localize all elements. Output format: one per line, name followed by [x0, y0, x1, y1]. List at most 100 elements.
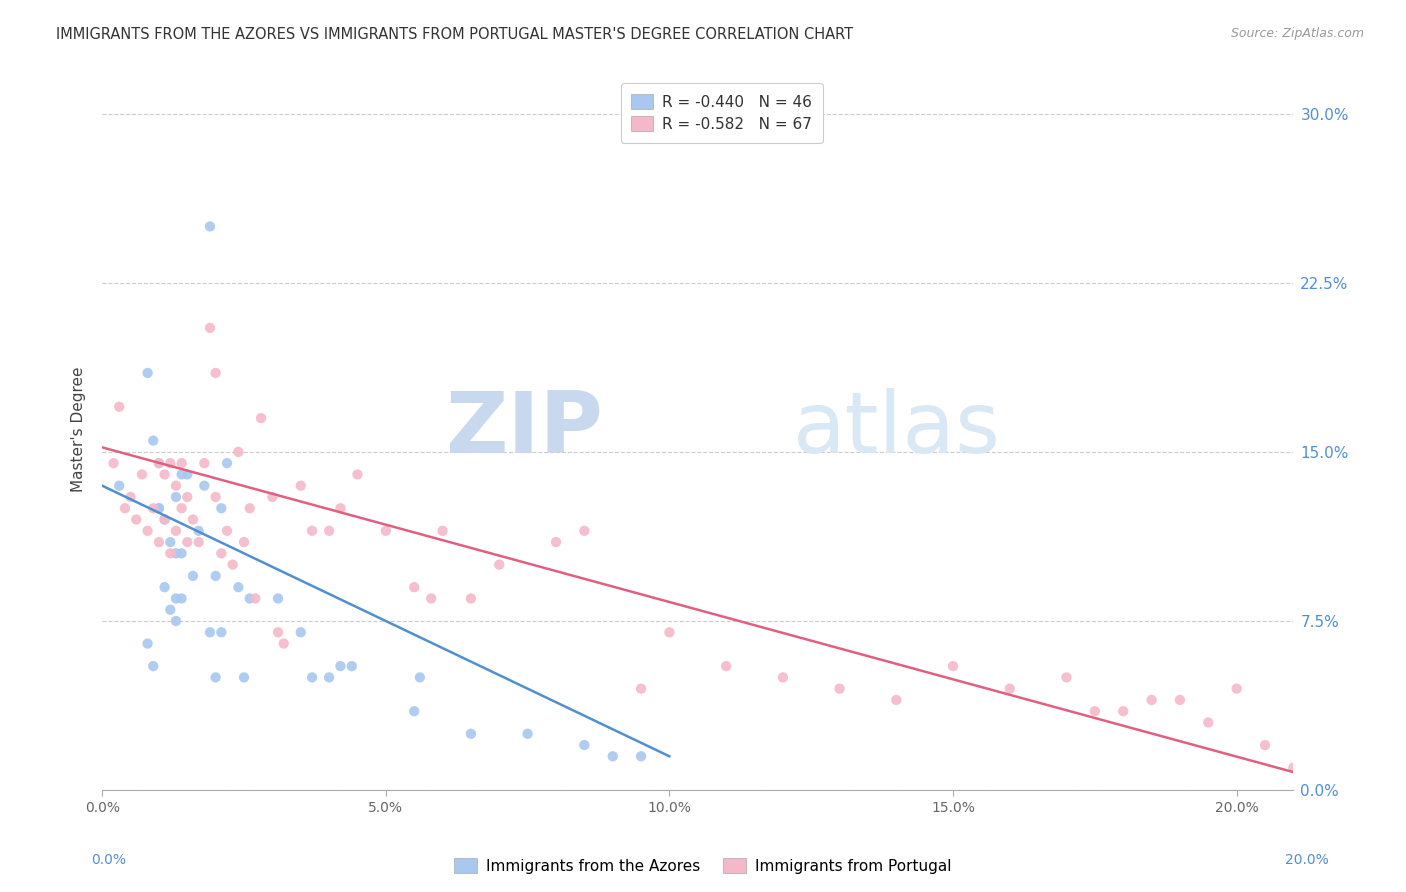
Point [301, 670, 323, 684]
Point [630, 681, 652, 696]
Point [165, 546, 187, 560]
Point [181, 569, 204, 583]
Point [245, 591, 267, 606]
Point [176, 467, 198, 482]
Point [460, 727, 482, 741]
Point [148, 501, 170, 516]
Point [131, 467, 153, 482]
Point [125, 512, 148, 526]
Point [346, 467, 368, 482]
Point [516, 727, 538, 741]
Y-axis label: Master's Degree: Master's Degree [72, 367, 86, 492]
Point [204, 366, 226, 380]
Point [1197, 715, 1219, 730]
Point [209, 501, 232, 516]
Point [204, 490, 226, 504]
Point [942, 659, 965, 673]
Point [602, 749, 624, 764]
Point [318, 524, 340, 538]
Point [204, 569, 226, 583]
Point [204, 670, 226, 684]
Point [153, 580, 176, 594]
Point [165, 490, 187, 504]
Point [159, 546, 181, 560]
Point [228, 445, 250, 459]
Point [329, 659, 352, 673]
Point [108, 400, 131, 414]
Point [233, 535, 256, 549]
Point [318, 670, 340, 684]
Text: IMMIGRANTS FROM THE AZORES VS IMMIGRANTS FROM PORTUGAL MASTER'S DEGREE CORRELATI: IMMIGRANTS FROM THE AZORES VS IMMIGRANTS… [56, 27, 853, 42]
Point [404, 704, 426, 718]
Point [239, 591, 262, 606]
Point [1084, 704, 1107, 718]
Point [165, 524, 187, 538]
Point [714, 659, 737, 673]
Point [153, 512, 176, 526]
Point [209, 546, 232, 560]
Point [1282, 761, 1305, 775]
Point [159, 535, 181, 549]
Point [221, 558, 243, 572]
Point [884, 693, 907, 707]
Point [215, 456, 238, 470]
Point [544, 535, 567, 549]
Point [120, 490, 142, 504]
Point [181, 512, 204, 526]
Point [159, 603, 181, 617]
Point [148, 535, 170, 549]
Point [159, 456, 181, 470]
Point [329, 501, 352, 516]
Point [148, 456, 170, 470]
Point [176, 535, 198, 549]
Point [170, 591, 193, 606]
Point [198, 219, 221, 234]
Point [170, 501, 193, 516]
Point [404, 580, 426, 594]
Point [108, 479, 131, 493]
Point [250, 411, 273, 425]
Point [228, 580, 250, 594]
Point [1056, 670, 1078, 684]
Point [267, 625, 290, 640]
Point [273, 636, 295, 650]
Point [239, 501, 262, 516]
Point [460, 591, 482, 606]
Point [170, 467, 193, 482]
Point [998, 681, 1021, 696]
Point [136, 524, 159, 538]
Text: Source: ZipAtlas.com: Source: ZipAtlas.com [1230, 27, 1364, 40]
Legend: Immigrants from the Azores, Immigrants from Portugal: Immigrants from the Azores, Immigrants f… [449, 852, 957, 880]
Point [1254, 738, 1277, 752]
Point [136, 366, 159, 380]
Text: atlas: atlas [793, 388, 1001, 471]
Point [193, 456, 215, 470]
Point [176, 490, 198, 504]
Point [198, 321, 221, 335]
Legend: R = -0.440   N = 46, R = -0.582   N = 67: R = -0.440 N = 46, R = -0.582 N = 67 [620, 83, 823, 143]
Text: 20.0%: 20.0% [1285, 853, 1329, 867]
Point [165, 614, 187, 628]
Point [1112, 704, 1135, 718]
Point [198, 625, 221, 640]
Point [103, 456, 125, 470]
Point [290, 479, 312, 493]
Point [1140, 693, 1163, 707]
Point [340, 659, 363, 673]
Point [215, 524, 238, 538]
Point [187, 524, 209, 538]
Point [574, 738, 596, 752]
Point [374, 524, 396, 538]
Point [262, 490, 284, 504]
Point [170, 546, 193, 560]
Point [153, 512, 176, 526]
Point [170, 456, 193, 470]
Point [1168, 693, 1191, 707]
Point [193, 479, 215, 493]
Point [142, 659, 165, 673]
Point [114, 501, 136, 516]
Point [290, 625, 312, 640]
Point [165, 479, 187, 493]
Point [432, 524, 454, 538]
Point [142, 434, 165, 448]
